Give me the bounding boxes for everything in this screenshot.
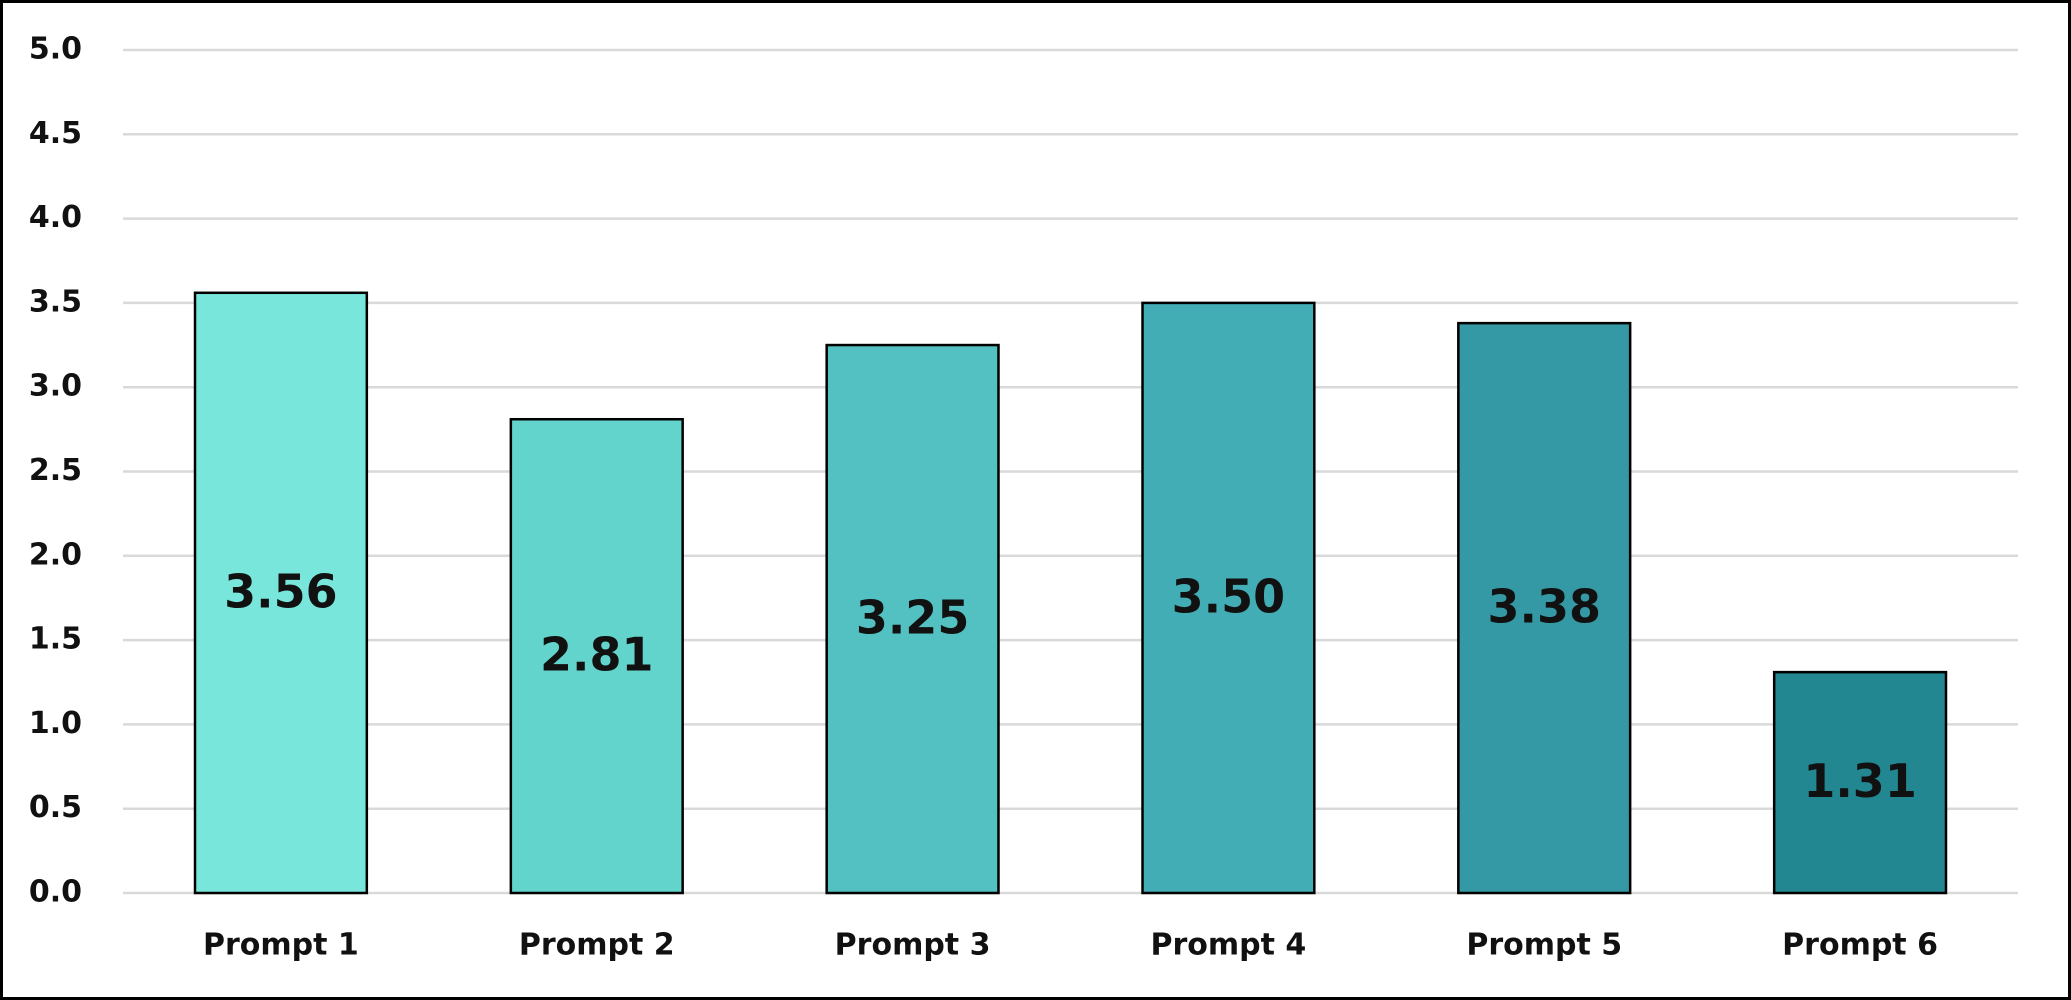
y-tick-label: 0.5 [29,790,82,825]
y-tick-label: 5.0 [29,32,82,67]
data-label: 2.81 [540,628,654,682]
y-tick-label: 4.0 [29,200,82,235]
y-tick-label: 3.0 [29,369,82,404]
bar [1141,301,1316,895]
x-tick-label: Prompt 3 [835,928,991,963]
y-tick-label: 0.0 [29,875,82,910]
bar [509,417,684,895]
data-label: 3.56 [224,564,338,618]
bar [825,343,1000,895]
y-tick-label: 2.5 [29,453,82,488]
y-tick-label: 1.0 [29,706,82,741]
data-label: 3.25 [856,591,970,645]
x-tick-label: Prompt 2 [519,928,675,963]
data-label: 1.31 [1803,754,1917,808]
y-tick-label: 2.0 [29,537,82,572]
x-tick-label: Prompt 1 [203,928,359,963]
bar [1457,321,1632,895]
bar [193,291,369,895]
x-tick-label: Prompt 5 [1466,928,1622,963]
x-tick-label: Prompt 4 [1151,928,1307,963]
y-tick-label: 1.5 [29,622,82,657]
data-label: 3.50 [1172,569,1286,623]
y-tick-label: 3.5 [29,284,82,319]
bar [1772,670,1948,895]
x-tick-label: Prompt 6 [1782,928,1938,963]
data-label: 3.38 [1488,580,1602,634]
y-tick-label: 4.5 [29,116,82,151]
